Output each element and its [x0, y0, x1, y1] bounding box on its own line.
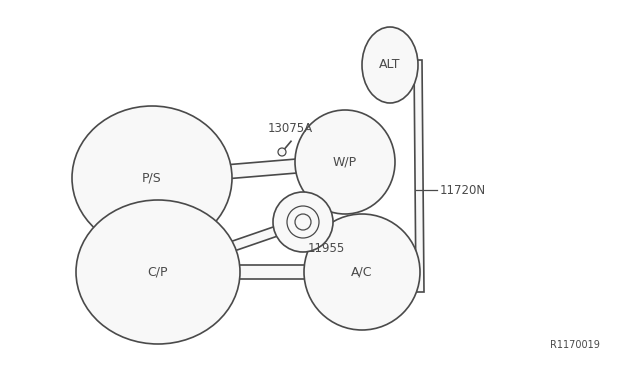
- Polygon shape: [158, 265, 362, 279]
- Text: 11720N: 11720N: [440, 183, 486, 196]
- Text: C/P: C/P: [148, 266, 168, 279]
- Ellipse shape: [278, 148, 286, 156]
- Ellipse shape: [362, 27, 418, 103]
- Text: 11955: 11955: [308, 241, 345, 254]
- Text: P/S: P/S: [142, 171, 162, 185]
- Polygon shape: [414, 60, 424, 292]
- Ellipse shape: [287, 206, 319, 238]
- Ellipse shape: [76, 200, 240, 344]
- Ellipse shape: [273, 192, 333, 252]
- Ellipse shape: [295, 110, 395, 214]
- Text: R1170019: R1170019: [550, 340, 600, 350]
- Polygon shape: [152, 155, 346, 185]
- Ellipse shape: [304, 214, 420, 330]
- Polygon shape: [156, 217, 305, 277]
- Text: 13075A: 13075A: [268, 122, 313, 135]
- Text: A/C: A/C: [351, 266, 372, 279]
- Text: ALT: ALT: [380, 58, 401, 71]
- Ellipse shape: [72, 106, 232, 250]
- Text: W/P: W/P: [333, 155, 357, 169]
- Ellipse shape: [295, 214, 311, 230]
